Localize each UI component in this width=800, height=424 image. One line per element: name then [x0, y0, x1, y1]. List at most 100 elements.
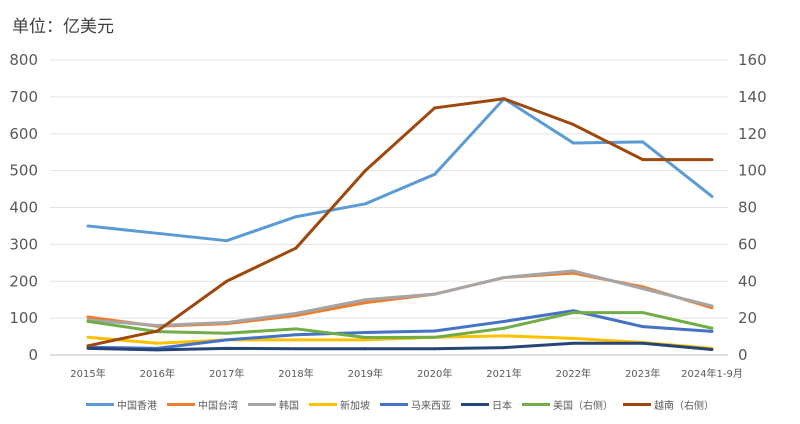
data-point [225, 321, 229, 325]
data-point [155, 348, 159, 352]
data-point [294, 338, 298, 342]
data-point [502, 276, 506, 280]
data-point [86, 315, 90, 319]
unit-label: 单位：亿美元 [12, 17, 114, 37]
legend-item: 越南（右侧） [623, 397, 714, 412]
data-point [294, 347, 298, 351]
data-point [641, 287, 645, 291]
data-point [363, 169, 367, 173]
right-tick-label: 120 [738, 125, 767, 143]
data-point [433, 106, 437, 110]
x-tick-label: 2015年 [70, 367, 105, 380]
legend-swatch [623, 403, 651, 406]
data-point [86, 224, 90, 228]
data-point [710, 347, 714, 351]
data-point [571, 341, 575, 345]
x-tick-label: 2016年 [140, 367, 175, 380]
left-tick-label: 800 [9, 51, 38, 69]
data-point [502, 346, 506, 350]
legend-item: 马来西亚 [380, 397, 451, 412]
data-point [86, 335, 90, 339]
data-point [710, 158, 714, 162]
data-point [225, 346, 229, 350]
x-tick-label: 2017年 [209, 367, 244, 380]
x-tick-label: 2022年 [556, 367, 591, 380]
data-point [502, 97, 506, 101]
data-point [86, 346, 90, 350]
data-point [225, 338, 229, 342]
data-point [710, 329, 714, 333]
legend-swatch [86, 403, 114, 406]
series-line-5 [87, 341, 713, 352]
left-tick-label: 200 [9, 272, 38, 290]
data-point [571, 336, 575, 340]
data-point [433, 172, 437, 176]
legend-label: 中国香港 [117, 401, 157, 412]
data-point [710, 304, 714, 308]
data-point [155, 231, 159, 235]
data-point [86, 319, 90, 323]
x-tick-label: 2018年 [278, 367, 313, 380]
data-point [433, 292, 437, 296]
data-point [710, 326, 714, 330]
left-tick-label: 100 [9, 309, 38, 327]
legend-swatch [522, 403, 550, 406]
legend-label: 越南（右侧） [654, 401, 714, 412]
data-point [433, 335, 437, 339]
left-tick-label: 400 [9, 199, 38, 217]
x-tick-label: 2020年 [417, 367, 452, 380]
data-point [571, 269, 575, 273]
data-point [433, 347, 437, 351]
data-point [294, 215, 298, 219]
data-point [294, 311, 298, 315]
data-point [363, 335, 367, 339]
legend-label: 马来西亚 [411, 401, 451, 412]
data-point [571, 123, 575, 127]
right-tick-label: 40 [738, 272, 757, 290]
left-tick-label: 0 [28, 346, 38, 364]
data-point [641, 325, 645, 329]
data-point [294, 333, 298, 337]
data-point [641, 140, 645, 144]
legend-item: 美国（右侧） [522, 397, 613, 412]
data-point [571, 311, 575, 315]
series-line-6 [87, 311, 713, 339]
data-point [86, 344, 90, 348]
left-tick-label: 500 [9, 162, 38, 180]
data-point [363, 298, 367, 302]
x-tick-label: 2024年1-9月 [681, 367, 743, 380]
right-tick-label: 80 [738, 199, 757, 217]
series-line-0 [87, 97, 713, 243]
data-point [641, 311, 645, 315]
legend-swatch [309, 403, 337, 406]
right-tick-label: 0 [738, 346, 748, 364]
data-point [225, 279, 229, 283]
series-line-4 [87, 309, 713, 350]
x-tick-label: 2021年 [486, 367, 521, 380]
legend-label: 中国台湾 [198, 401, 238, 412]
left-tick-label: 700 [9, 88, 38, 106]
right-tick-label: 20 [738, 309, 757, 327]
legend-swatch [167, 403, 195, 406]
data-point [155, 341, 159, 345]
data-point [225, 239, 229, 243]
right-tick-label: 100 [738, 162, 767, 180]
legend-swatch [461, 403, 489, 406]
data-point [710, 194, 714, 198]
data-point [363, 338, 367, 342]
x-tick-label: 2019年 [348, 367, 383, 380]
right-tick-label: 140 [738, 88, 767, 106]
data-point [502, 319, 506, 323]
data-point [294, 246, 298, 250]
data-point [502, 334, 506, 338]
data-point [294, 327, 298, 331]
data-point [502, 326, 506, 330]
data-point [225, 331, 229, 335]
series-line-7 [87, 97, 712, 348]
data-point [363, 347, 367, 351]
legend-item: 中国台湾 [167, 397, 238, 412]
data-point [363, 301, 367, 305]
right-tick-label: 160 [738, 51, 767, 69]
